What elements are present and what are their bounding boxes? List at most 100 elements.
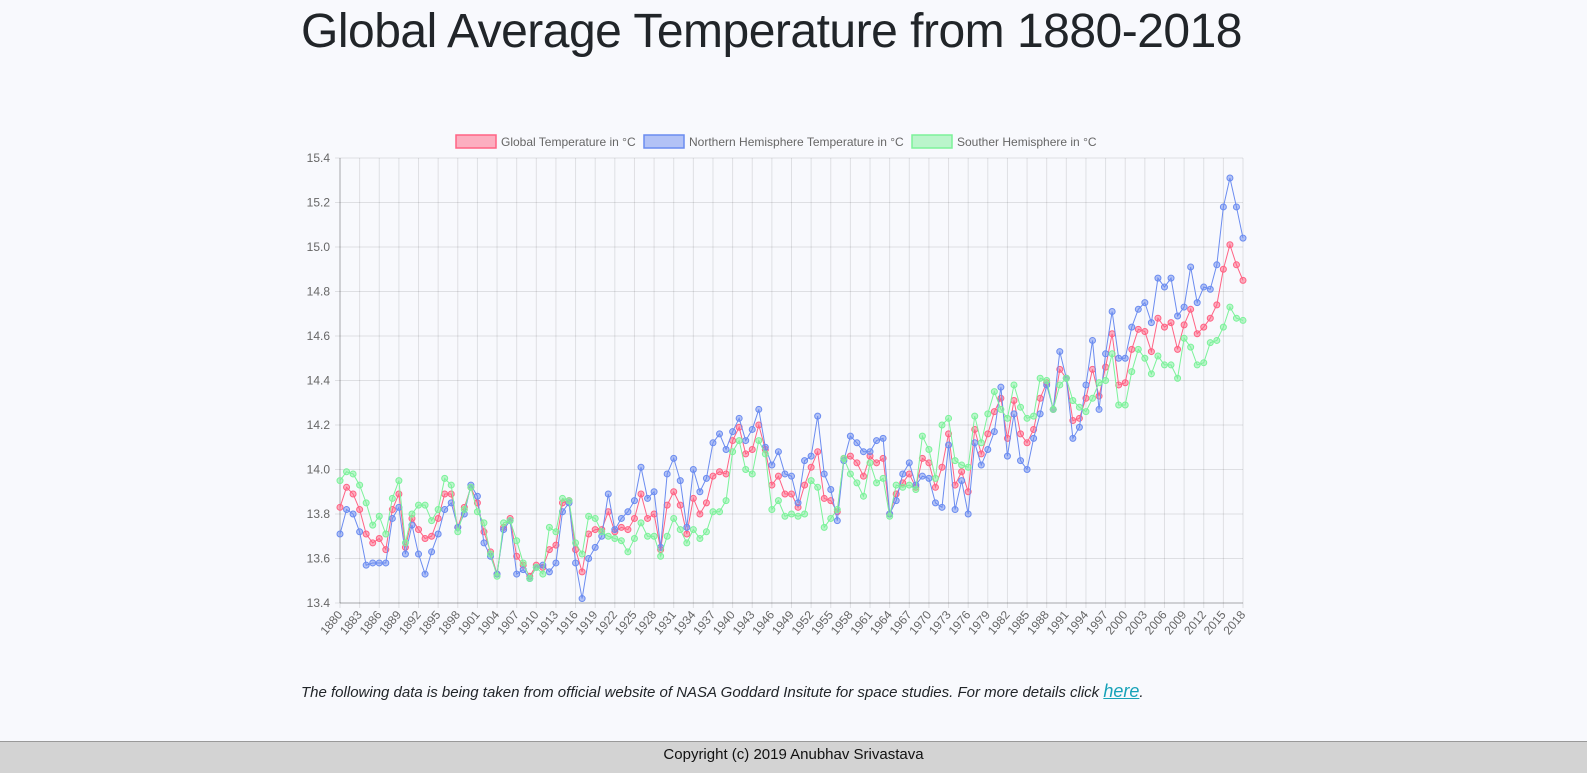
- data-point: [480, 519, 488, 527]
- data-point: [343, 506, 351, 514]
- data-point: [1167, 361, 1175, 369]
- data-point: [1187, 343, 1195, 351]
- data-point: [866, 459, 874, 467]
- data-point: [460, 506, 468, 514]
- data-point: [873, 479, 881, 487]
- data-point: [1017, 403, 1025, 411]
- data-point: [611, 534, 619, 542]
- data-point: [781, 512, 789, 520]
- data-point: [487, 550, 494, 558]
- data-point: [709, 508, 717, 516]
- data-point: [964, 510, 972, 518]
- data-point: [513, 570, 521, 578]
- data-point: [447, 481, 455, 489]
- data-point: [630, 514, 638, 522]
- page-title: Global Average Temperature from 1880-201…: [301, 5, 1243, 58]
- data-point: [931, 499, 939, 507]
- source-link[interactable]: here: [1103, 681, 1140, 701]
- data-point: [1193, 330, 1201, 338]
- data-point: [768, 506, 776, 514]
- data-point: [473, 492, 481, 500]
- data-point: [801, 457, 809, 465]
- data-point: [971, 412, 979, 420]
- data-point: [801, 481, 809, 489]
- data-point: [774, 448, 782, 456]
- footer: Copyright (c) 2019 Anubhav Srivastava: [0, 741, 1587, 773]
- data-point: [369, 539, 377, 547]
- legend-label: Souther Hemisphere in °C: [957, 135, 1097, 149]
- data-point: [375, 534, 383, 542]
- data-point: [585, 555, 593, 562]
- data-point: [977, 450, 985, 458]
- data-point: [1108, 350, 1116, 358]
- data-point: [506, 517, 514, 525]
- data-point: [558, 494, 566, 502]
- data-point: [709, 439, 717, 447]
- data-point: [617, 514, 625, 522]
- data-point: [1049, 405, 1057, 413]
- data-point: [1206, 339, 1214, 347]
- data-point: [1108, 308, 1116, 316]
- data-point: [716, 468, 724, 476]
- data-point: [722, 497, 730, 505]
- data-point: [951, 506, 959, 514]
- data-point: [343, 468, 351, 476]
- data-point: [925, 474, 933, 482]
- y-tick-label: 14.2: [307, 418, 331, 432]
- data-point: [1043, 377, 1051, 384]
- data-point: [774, 497, 782, 505]
- data-point: [611, 526, 619, 534]
- data-point: [591, 526, 599, 534]
- data-point: [1023, 439, 1031, 447]
- data-point: [918, 472, 926, 480]
- copyright: Copyright (c) 2019 Anubhav Srivastava: [663, 746, 924, 763]
- data-point: [539, 561, 547, 569]
- data-point: [748, 425, 756, 433]
- data-point: [755, 405, 763, 413]
- data-point: [899, 470, 907, 478]
- data-point: [591, 543, 599, 551]
- data-point: [1239, 316, 1247, 324]
- data-point: [742, 450, 750, 458]
- data-point: [336, 530, 344, 538]
- y-tick-label: 13.6: [307, 552, 331, 566]
- data-point: [362, 530, 370, 538]
- data-point: [964, 463, 972, 471]
- data-point: [1095, 405, 1103, 413]
- data-point: [702, 474, 710, 482]
- data-point: [899, 483, 907, 491]
- data-point: [441, 506, 449, 514]
- data-point: [1187, 263, 1195, 271]
- data-point: [1239, 276, 1247, 284]
- data-point: [794, 512, 802, 520]
- data-point: [526, 575, 534, 583]
- data-point: [820, 523, 828, 531]
- data-point: [945, 414, 953, 422]
- data-point: [1036, 374, 1044, 382]
- data-point: [1193, 361, 1201, 369]
- data-point: [696, 510, 704, 518]
- data-point: [578, 550, 586, 558]
- data-point: [918, 432, 926, 440]
- data-point: [912, 486, 920, 494]
- data-point: [1213, 301, 1221, 309]
- data-point: [1174, 345, 1182, 353]
- legend-label: Global Temperature in °C: [501, 135, 636, 149]
- data-point: [1200, 323, 1208, 331]
- data-point: [683, 539, 691, 547]
- data-point: [892, 497, 900, 505]
- data-point: [447, 490, 455, 498]
- data-point: [873, 459, 881, 467]
- data-point: [591, 514, 599, 522]
- data-point: [1069, 434, 1077, 442]
- y-tick-label: 13.8: [307, 507, 331, 521]
- data-point: [951, 481, 959, 489]
- data-point: [1141, 354, 1149, 362]
- data-point: [434, 530, 442, 538]
- data-point: [1160, 283, 1168, 291]
- data-point: [807, 477, 815, 485]
- data-point: [1023, 414, 1031, 422]
- data-point: [657, 552, 665, 560]
- data-point: [938, 503, 946, 511]
- data-point: [663, 470, 671, 478]
